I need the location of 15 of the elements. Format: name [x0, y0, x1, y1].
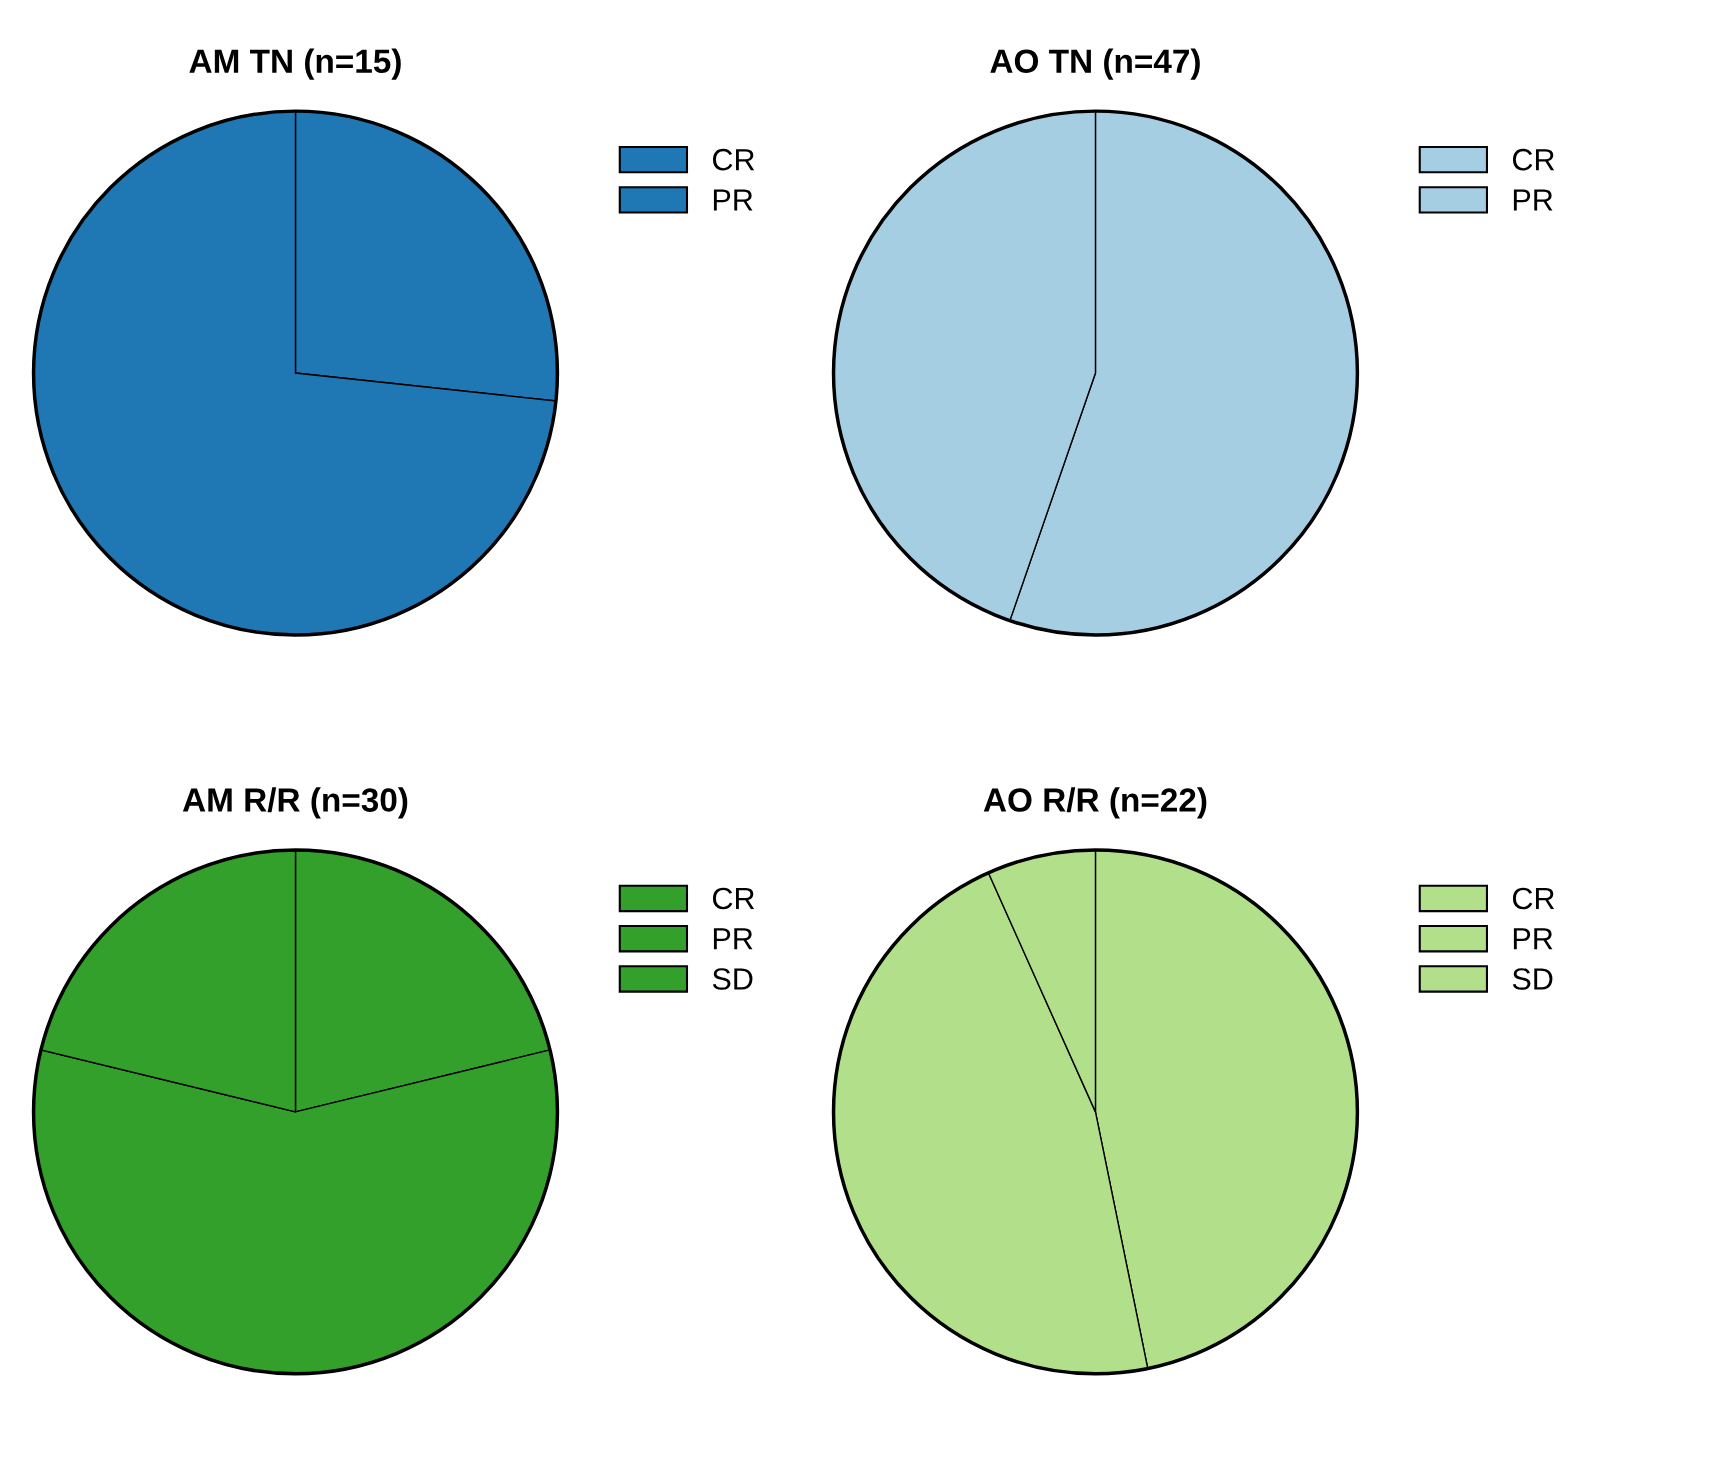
chart-title: AO R/R (n=22) [983, 787, 1207, 819]
legend-label: PR [713, 928, 753, 950]
legend-label: PR [1513, 928, 1553, 950]
legend-label: PR [1513, 189, 1553, 211]
legend-label: CR [712, 148, 755, 171]
legend-label: CR [1512, 148, 1555, 171]
chart-title: AM TN (n=15) [189, 48, 401, 80]
pie-slice [32, 110, 557, 636]
legend-label: PR [713, 189, 753, 211]
chart-title: AM R/R (n=30) [182, 787, 408, 819]
legend-label: CR [712, 887, 755, 910]
legend-label: SD [1512, 968, 1553, 990]
chart-title: AO TN (n=47) [990, 48, 1200, 80]
legend-label: SD [712, 968, 753, 990]
legend-label: CR [1512, 887, 1555, 910]
